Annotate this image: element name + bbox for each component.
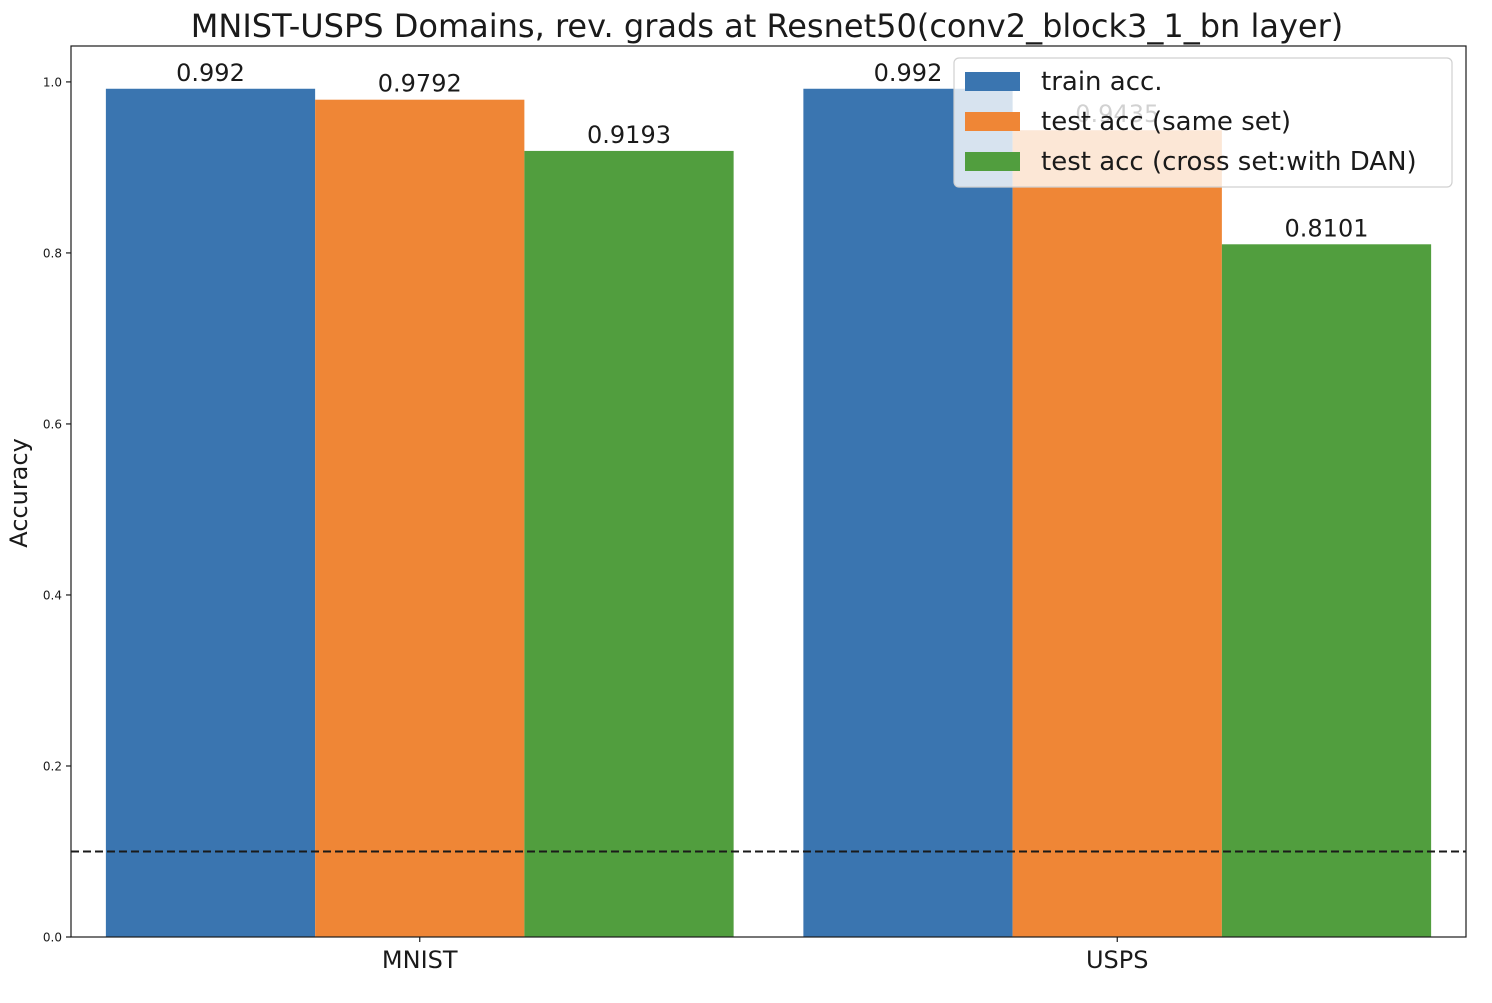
bar-usps-series-2 — [1012, 130, 1222, 937]
legend-swatch — [965, 112, 1020, 131]
y-tick-label: 0.8 — [43, 246, 62, 260]
y-tick-label: 0.4 — [43, 588, 62, 602]
y-tick-label: 1.0 — [43, 75, 62, 89]
y-tick-label: 0.0 — [43, 931, 62, 945]
data-label: 0.9792 — [378, 70, 462, 98]
y-axis-label: Accuracy — [5, 438, 33, 548]
x-axis: MNIST USPS — [382, 937, 1149, 974]
data-label: 0.8101 — [1285, 214, 1369, 242]
bars-group — [105, 88, 1432, 938]
y-tick-label: 0.6 — [43, 417, 62, 431]
data-label: 0.992 — [874, 59, 943, 87]
legend-label: train acc. — [1041, 67, 1163, 97]
x-tick-label: USPS — [1086, 946, 1149, 974]
legend-swatch — [965, 72, 1020, 91]
legend-label: test acc (cross set:with DAN) — [1041, 147, 1417, 177]
bar-usps-series-1 — [803, 88, 1013, 937]
legend-label: test acc (same set) — [1041, 107, 1291, 137]
plot-frame — [70, 45, 1467, 938]
legend: train acc. test acc (same set) test acc (c… — [953, 57, 1453, 188]
legend-swatch — [965, 152, 1020, 171]
y-tick-label: 0.2 — [43, 759, 62, 773]
legend-box — [953, 57, 1453, 188]
bar-mnist-series-2 — [315, 99, 525, 938]
data-label: 0.9193 — [587, 121, 671, 149]
bar-mnist-series-3 — [524, 150, 734, 938]
chart-title: MNIST-USPS Domains, rev. grads at Resnet… — [191, 7, 1343, 45]
x-tick-label: MNIST — [382, 946, 458, 974]
bar-usps-series-3 — [1221, 244, 1432, 937]
data-label: 0.992 — [176, 59, 245, 87]
y-axis: 0.0 0.2 0.4 0.6 0.8 1.0 — [43, 75, 71, 945]
bar-mnist-series-1 — [105, 88, 316, 937]
